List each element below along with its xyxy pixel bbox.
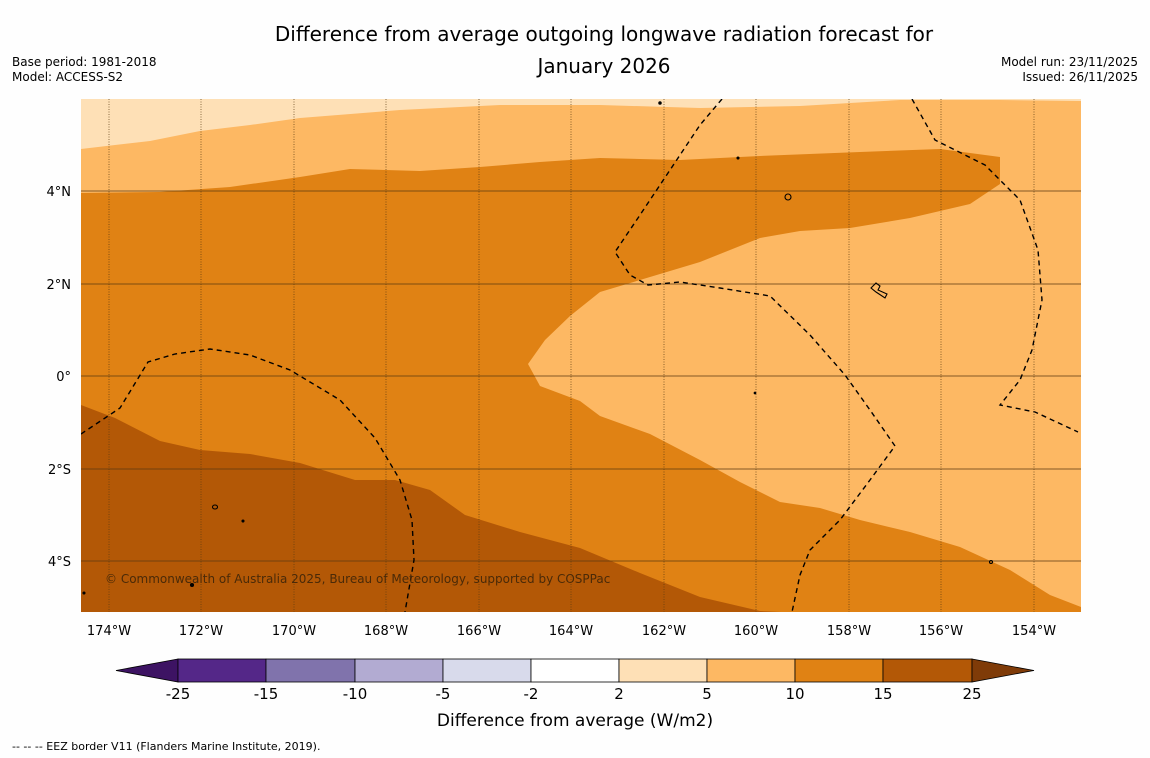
eez-border-east bbox=[911, 99, 1079, 433]
island bbox=[658, 101, 662, 105]
base-period: Base period: 1981-2018 bbox=[12, 55, 157, 69]
colorbar-tick: -5 bbox=[436, 685, 451, 703]
issued-date: Issued: 26/11/2025 bbox=[1022, 70, 1138, 84]
lon-tick: 168°W bbox=[364, 624, 408, 639]
colorbar-tick: 2 bbox=[614, 685, 624, 703]
lat-tick: 4°N bbox=[47, 185, 72, 200]
colorbar-tick: 5 bbox=[702, 685, 712, 703]
title-line-1: Difference from average outgoing longwav… bbox=[274, 22, 934, 46]
colorbar-label: Difference from average (W/m2) bbox=[437, 711, 713, 731]
island bbox=[82, 591, 86, 595]
latitude-axis: 4°N 2°N 0° 2°S 4°S bbox=[47, 185, 72, 570]
lon-tick: 158°W bbox=[827, 624, 871, 639]
lon-tick: 166°W bbox=[457, 624, 501, 639]
lon-tick: 160°W bbox=[734, 624, 778, 639]
colorbar-segment bbox=[618, 658, 708, 683]
lon-tick: 172°W bbox=[179, 624, 223, 639]
lon-tick: 170°W bbox=[272, 624, 316, 639]
island bbox=[189, 582, 195, 588]
map-title: Difference from average outgoing longwav… bbox=[200, 18, 1008, 82]
colorbar-tick: -2 bbox=[524, 685, 539, 703]
colorbar-segment bbox=[882, 658, 973, 683]
colorbar-segment bbox=[794, 658, 884, 683]
colorbar-tick: 10 bbox=[785, 685, 804, 703]
colorbar-segment bbox=[177, 658, 267, 683]
lon-tick: 164°W bbox=[549, 624, 593, 639]
island bbox=[211, 504, 219, 510]
model-run: Model run: 23/11/2025 bbox=[1000, 55, 1138, 69]
island bbox=[784, 193, 792, 201]
lon-tick: 154°W bbox=[1012, 624, 1056, 639]
model-name: Model: ACCESS-S2 bbox=[12, 70, 124, 84]
lat-tick: 2°S bbox=[48, 463, 71, 478]
lat-tick: 0° bbox=[56, 370, 71, 385]
colorbar-tick: -15 bbox=[254, 685, 279, 703]
island bbox=[870, 282, 888, 299]
colorbar-segment bbox=[442, 658, 532, 683]
lon-tick: 156°W bbox=[919, 624, 963, 639]
colorbar-segment bbox=[265, 658, 356, 683]
lat-tick: 2°N bbox=[47, 278, 72, 293]
colorbar-segment bbox=[354, 658, 444, 683]
colorbar-extend-high bbox=[971, 658, 1035, 683]
copyright-notice: © Commonwealth of Australia 2025, Bureau… bbox=[105, 572, 610, 586]
colorbar-tick: -10 bbox=[343, 685, 368, 703]
lat-tick: 4°S bbox=[48, 555, 71, 570]
eez-border-west bbox=[81, 348, 415, 612]
eez-footnote: -- -- -- EEZ border V11 (Flanders Marine… bbox=[12, 740, 321, 753]
colorbar-tick: 25 bbox=[962, 685, 981, 703]
colorbar-tick: 15 bbox=[873, 685, 892, 703]
lon-tick: 174°W bbox=[87, 624, 131, 639]
meta-right: Model run: 23/11/2025 Issued: 26/11/2025 bbox=[1001, 55, 1138, 85]
graticule bbox=[81, 99, 1081, 612]
colorbar-ticks: -25 -15 -10 -5 -2 2 5 10 15 25 bbox=[166, 685, 982, 703]
colorbar-segment bbox=[530, 658, 620, 683]
lon-tick: 162°W bbox=[642, 624, 686, 639]
colorbar bbox=[115, 658, 1035, 683]
island bbox=[241, 519, 245, 523]
contour-15-25 bbox=[81, 405, 781, 612]
longitude-axis: 174°W 172°W 170°W 168°W 166°W 164°W 162°… bbox=[87, 624, 1056, 639]
meta-left: Base period: 1981-2018 Model: ACCESS-S2 bbox=[12, 55, 157, 85]
colorbar-extend-low bbox=[115, 658, 179, 683]
title-line-2: January 2026 bbox=[537, 54, 671, 78]
island bbox=[988, 559, 994, 565]
contour-2-5 bbox=[81, 99, 1081, 149]
island bbox=[753, 391, 757, 395]
islands bbox=[82, 101, 994, 595]
colorbar-segment bbox=[706, 658, 796, 683]
map-panel: © Commonwealth of Australia 2025, Bureau… bbox=[81, 99, 1081, 612]
eez-borders bbox=[81, 99, 1079, 612]
colorbar-tick: -25 bbox=[166, 685, 191, 703]
island bbox=[736, 156, 740, 160]
